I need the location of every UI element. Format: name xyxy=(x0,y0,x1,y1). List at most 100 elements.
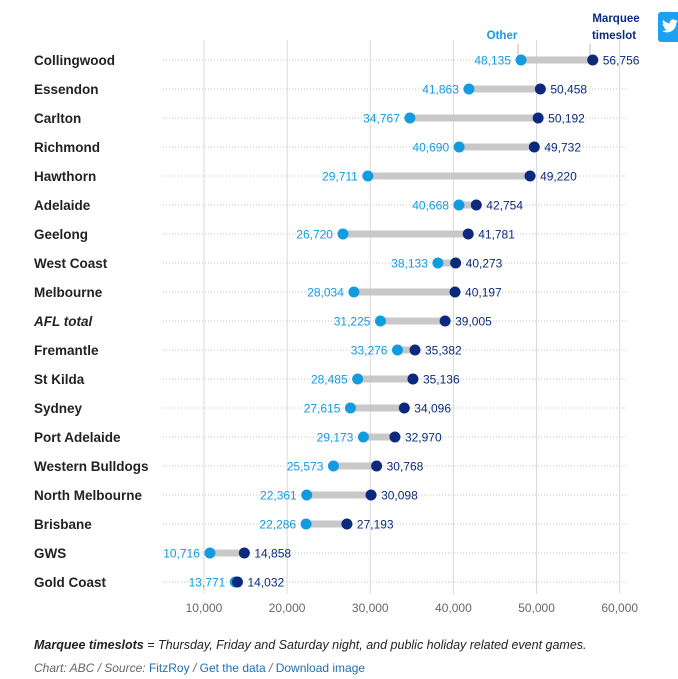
marquee-value-label: 34,096 xyxy=(414,402,451,416)
marquee-dot xyxy=(528,141,540,153)
other-dot xyxy=(404,112,416,124)
other-dot xyxy=(362,170,374,182)
other-dot xyxy=(453,141,465,153)
credit-prefix: Chart: ABC / Source: xyxy=(34,661,149,675)
download-image-link[interactable]: Download image xyxy=(275,661,366,675)
other-value-label: 38,133 xyxy=(391,257,428,271)
marquee-value-label: 40,273 xyxy=(466,257,503,271)
source-link[interactable]: FitzRoy xyxy=(148,661,190,675)
other-dot xyxy=(357,431,369,443)
marquee-dot xyxy=(398,402,410,414)
marquee-value-label: 42,754 xyxy=(486,199,523,213)
other-dot xyxy=(348,286,360,298)
other-dot xyxy=(432,257,444,269)
team-label: Sydney xyxy=(34,401,83,416)
x-tick-label: 60,000 xyxy=(601,601,638,615)
marquee-value-label: 50,192 xyxy=(548,112,585,126)
marquee-dot xyxy=(470,199,482,211)
team-label: Fremantle xyxy=(34,343,99,358)
other-value-label: 29,711 xyxy=(322,170,358,184)
team-label: Western Bulldogs xyxy=(34,459,149,474)
marquee-value-label: 14,032 xyxy=(247,576,284,590)
marquee-dot xyxy=(371,460,383,472)
marquee-value-label: 49,220 xyxy=(540,170,577,184)
other-dot xyxy=(337,228,349,240)
other-value-label: 28,034 xyxy=(307,286,344,300)
marquee-dot xyxy=(587,54,599,66)
marquee-value-label: 14,858 xyxy=(254,547,291,561)
team-label: North Melbourne xyxy=(34,488,142,503)
other-value-label: 10,716 xyxy=(163,547,200,561)
footnote-text: = Thursday, Friday and Saturday night, a… xyxy=(143,638,587,652)
marquee-value-label: 49,732 xyxy=(544,141,581,155)
other-value-label: 33,276 xyxy=(351,344,388,358)
legend-marquee-line1: Marquee xyxy=(592,13,639,25)
team-label: Gold Coast xyxy=(34,575,107,590)
team-label: St Kilda xyxy=(34,372,85,387)
marquee-value-label: 56,756 xyxy=(603,54,640,68)
legend-other: Other xyxy=(487,30,518,42)
x-tick-label: 50,000 xyxy=(518,601,555,615)
marquee-dot xyxy=(450,257,462,269)
credit-sep1: / xyxy=(189,661,200,675)
team-label: Hawthorn xyxy=(34,169,96,184)
other-value-label: 27,615 xyxy=(304,402,341,416)
x-tick-label: 40,000 xyxy=(435,601,472,615)
twitter-icon xyxy=(662,19,678,33)
other-dot xyxy=(352,373,364,385)
other-value-label: 13,771 xyxy=(189,576,226,590)
marquee-dot xyxy=(439,315,451,327)
team-label: Adelaide xyxy=(34,198,91,213)
footnote: Marquee timeslots = Thursday, Friday and… xyxy=(34,638,674,652)
credit-sep2: / xyxy=(265,661,276,675)
marquee-value-label: 27,193 xyxy=(357,518,394,532)
x-tick-label: 10,000 xyxy=(186,601,223,615)
team-label: GWS xyxy=(34,546,66,561)
marquee-dot xyxy=(532,112,544,124)
team-label: Port Adelaide xyxy=(34,430,121,445)
team-label: West Coast xyxy=(34,256,108,271)
other-value-label: 28,485 xyxy=(311,373,348,387)
other-dot xyxy=(453,199,465,211)
marquee-dot xyxy=(409,344,421,356)
other-dot xyxy=(391,344,403,356)
footnote-bold: Marquee timeslots xyxy=(34,638,144,652)
other-value-label: 34,767 xyxy=(363,112,400,126)
other-value-label: 40,690 xyxy=(412,141,449,155)
marquee-dot xyxy=(365,489,377,501)
other-dot xyxy=(301,489,313,501)
other-value-label: 29,173 xyxy=(317,431,354,445)
credit-line: Chart: ABC / Source: FitzRoy / Get the d… xyxy=(34,661,365,675)
get-data-link[interactable]: Get the data xyxy=(199,661,266,675)
marquee-value-label: 40,197 xyxy=(465,286,502,300)
twitter-share-button[interactable] xyxy=(658,12,678,42)
other-value-label: 40,668 xyxy=(412,199,449,213)
other-value-label: 48,135 xyxy=(474,54,511,68)
marquee-value-label: 35,382 xyxy=(425,344,462,358)
marquee-value-label: 41,781 xyxy=(478,228,515,242)
x-tick-label: 30,000 xyxy=(352,601,389,615)
other-value-label: 25,573 xyxy=(287,460,324,474)
team-label: Essendon xyxy=(34,82,99,97)
team-label: Melbourne xyxy=(34,285,103,300)
other-dot xyxy=(374,315,386,327)
other-value-label: 22,286 xyxy=(259,518,296,532)
other-dot xyxy=(204,547,216,559)
marquee-dot xyxy=(407,373,419,385)
team-label: Carlton xyxy=(34,111,81,126)
marquee-dot xyxy=(462,228,474,240)
marquee-value-label: 39,005 xyxy=(455,315,492,329)
other-dot xyxy=(300,518,312,530)
x-tick-label: 20,000 xyxy=(269,601,306,615)
other-dot xyxy=(344,402,356,414)
marquee-dot xyxy=(238,547,250,559)
team-label: Brisbane xyxy=(34,517,92,532)
legend-marquee-line2: timeslot xyxy=(592,30,636,42)
team-label: Richmond xyxy=(34,140,100,155)
marquee-value-label: 30,768 xyxy=(387,460,424,474)
other-value-label: 26,720 xyxy=(296,228,333,242)
other-dot xyxy=(515,54,527,66)
marquee-value-label: 50,458 xyxy=(550,83,587,97)
marquee-dot xyxy=(341,518,353,530)
marquee-dot xyxy=(524,170,536,182)
